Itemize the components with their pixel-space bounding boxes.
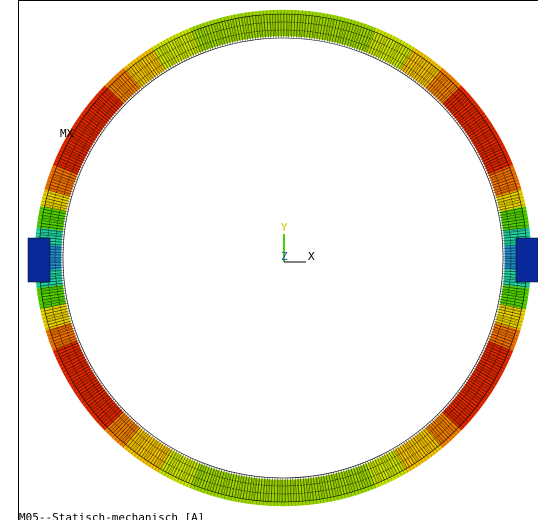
footer-text: M05--Statisch-mechanisch [A]: [19, 511, 204, 520]
background: [0, 0, 538, 520]
page: Y Z X MX M05--Statisch-mechanisch [A] ((…: [0, 0, 538, 520]
axis-y-label: Y: [281, 221, 288, 234]
axis-x-label: X: [308, 250, 315, 263]
axis-z-label: Z: [281, 250, 288, 263]
result-viewport: Y Z X MX M05--Statisch-mechanisch [A]: [0, 0, 538, 520]
support-left: [28, 238, 50, 282]
support-right: [516, 238, 538, 282]
max-marker: MX: [60, 127, 74, 140]
